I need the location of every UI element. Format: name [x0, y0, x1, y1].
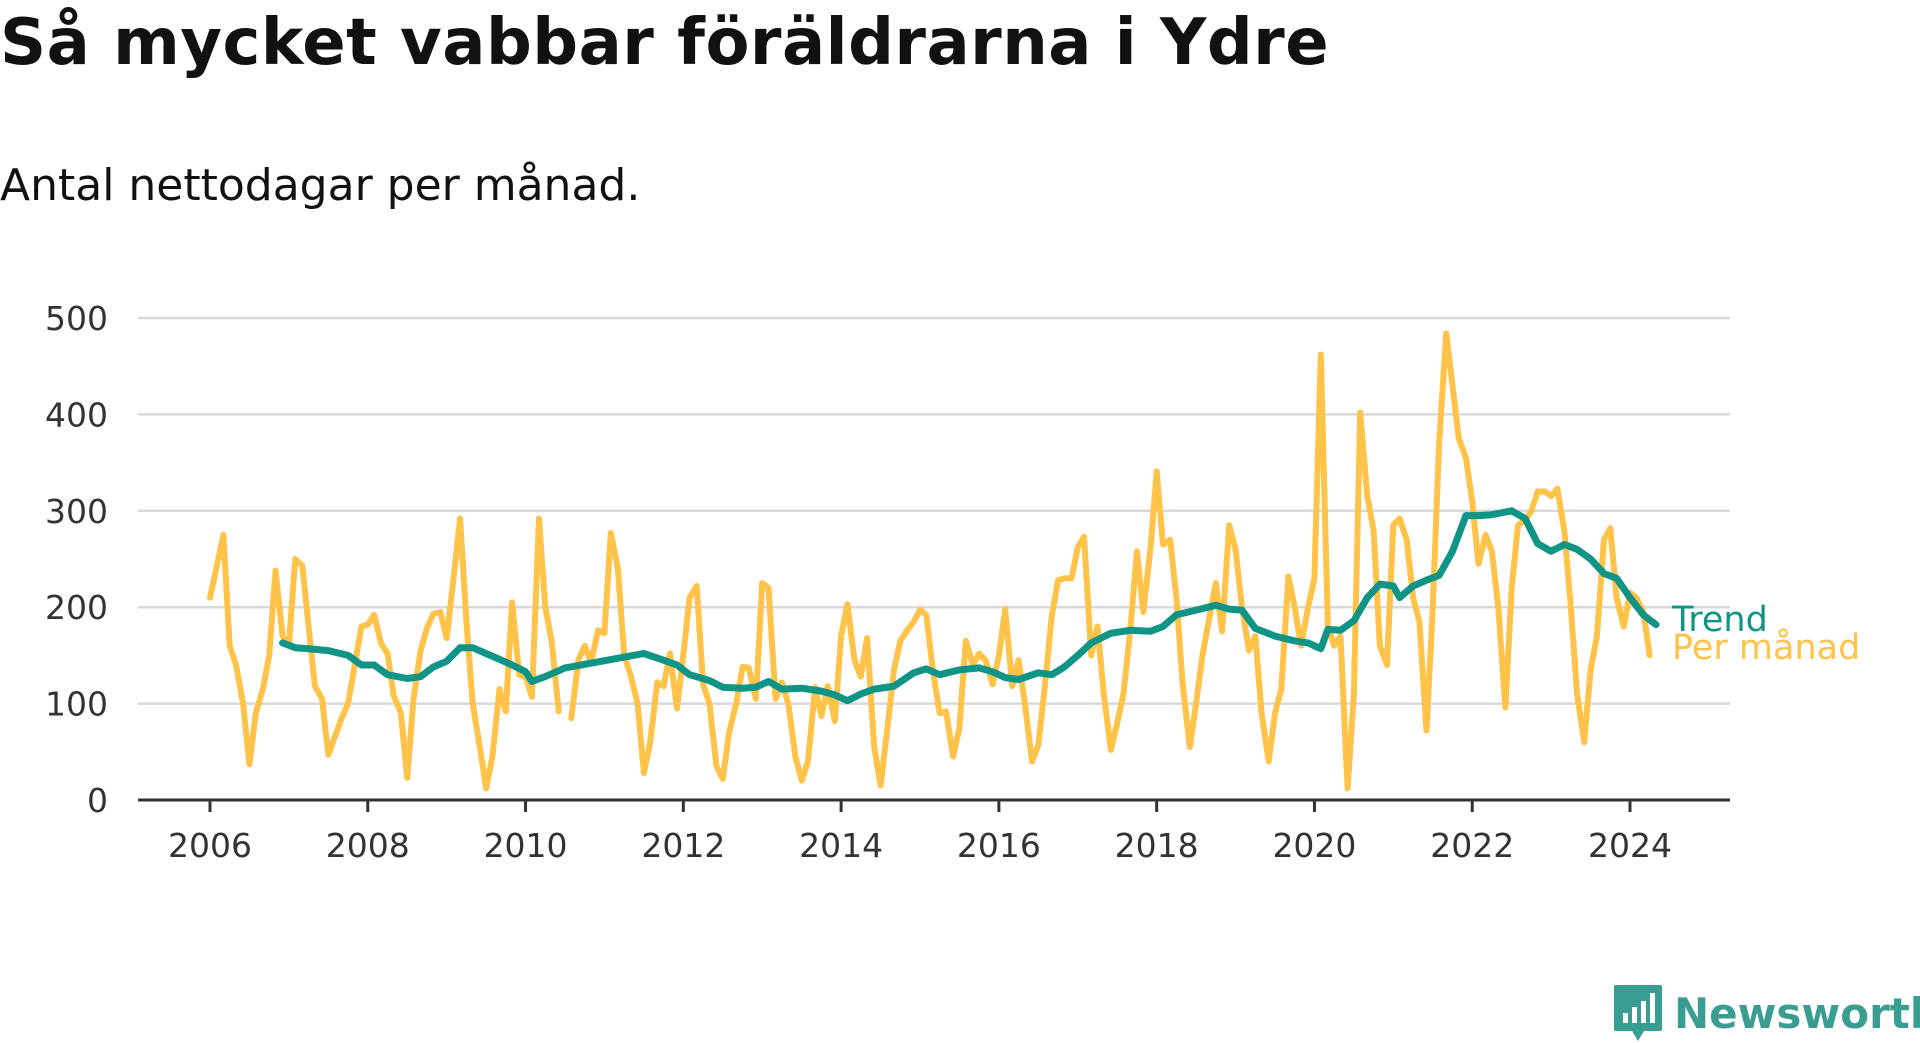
gridlines — [138, 316, 1730, 705]
x-tick-label: 2010 — [484, 826, 568, 865]
chart-subtitle: Antal nettodagar per månad. — [0, 160, 641, 211]
legend-label-trend: Trend — [1671, 600, 1768, 640]
x-tick-label: 2006 — [168, 826, 252, 865]
y-axis: 0 100 200 300 400 500 — [45, 299, 108, 820]
y-tick-label: 300 — [45, 492, 108, 531]
y-tick-label: 200 — [45, 588, 108, 627]
x-tick-label: 2020 — [1272, 826, 1356, 865]
y-tick-label: 400 — [45, 395, 108, 434]
x-tick-label: 2022 — [1430, 826, 1514, 865]
series-line-monthly — [568, 330, 1653, 792]
x-tick-label: 2024 — [1588, 826, 1672, 865]
brand-name: Newsworthy — [1674, 988, 1920, 1038]
x-tick-label: 2008 — [326, 826, 410, 865]
y-tick-label: 500 — [45, 299, 108, 338]
x-tick-label: 2018 — [1115, 826, 1199, 865]
series-line-monthly — [207, 515, 562, 792]
x-tick-label: 2012 — [641, 826, 725, 865]
series-layer — [207, 330, 1660, 792]
x-axis: 2006 2008 2010 2012 2014 2016 2018 2020 2022 2024 — [138, 798, 1730, 865]
bar-chart-logo-icon — [1614, 985, 1662, 1041]
y-tick-label: 0 — [87, 781, 108, 820]
x-tick-label: 2016 — [957, 826, 1041, 865]
y-tick-label: 100 — [45, 685, 108, 724]
newsworthy-logo: Newsworthy — [1612, 983, 1920, 1043]
series-line-trend — [279, 507, 1660, 705]
chart-title: Så mycket vabbar föräldrarna i Ydre — [0, 6, 1330, 80]
x-tick-label: 2014 — [799, 826, 883, 865]
legend-label-monthly: Per månad — [1672, 627, 1860, 668]
